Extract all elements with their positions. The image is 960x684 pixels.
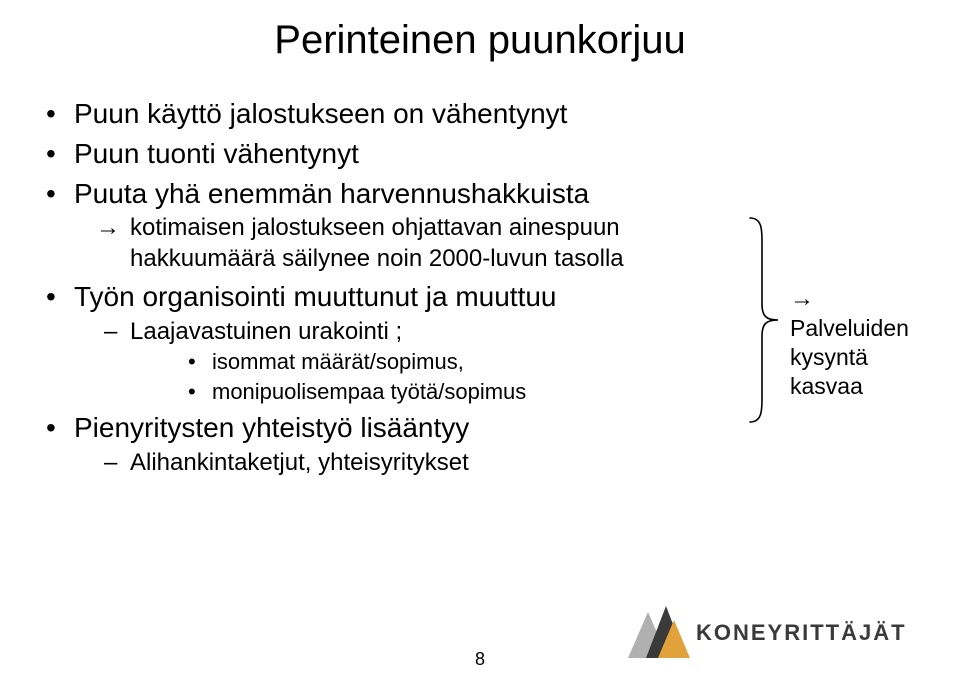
list-item: → kotimaisen jalostukseen ohjattavan ain… — [74, 213, 746, 274]
annotation-line: Palveluiden — [790, 315, 909, 341]
arrow-icon: → — [790, 285, 814, 312]
logo-icon — [628, 602, 690, 658]
list-item: Työn organisointi muuttunut ja muuttuu L… — [46, 279, 746, 406]
list-item: Puun käyttö jalostukseen on vähentynyt — [46, 96, 746, 132]
annotation-text: → Palveluiden kysyntä kasvaa — [790, 284, 909, 400]
bullet-text: Pienyritysten yhteistyö lisääntyy — [74, 412, 469, 443]
bullet-text: Työn organisointi muuttunut ja muuttuu — [74, 281, 557, 312]
bullet-text: Puun tuonti vähentynyt — [74, 138, 359, 169]
list-item: Pienyritysten yhteistyö lisääntyy Alihan… — [46, 410, 746, 479]
list-item: Puuta yhä enemmän harvennushakkuista → k… — [46, 176, 746, 275]
annotation-line: kasvaa — [790, 373, 863, 399]
bullet-text: monipuolisempaa työtä/sopimus — [212, 379, 526, 404]
bullet-text: Puuta yhä enemmän harvennushakkuista — [74, 178, 589, 209]
company-logo: KONEYRITTÄJÄT — [628, 602, 938, 662]
curly-brace-icon — [746, 216, 782, 424]
bullet-text: Puun käyttö jalostukseen on vähentynyt — [74, 98, 567, 129]
list-item: Laajavastuinen urakointi ; isommat määrä… — [74, 317, 746, 406]
logo-text: KONEYRITTÄJÄT — [696, 620, 907, 646]
bullet-text: kotimaisen jalostukseen ohjattavan aines… — [130, 214, 624, 272]
list-item: isommat määrät/sopimus, — [130, 348, 746, 376]
bullet-text: Laajavastuinen urakointi ; — [130, 318, 402, 345]
bullet-content: Puun käyttö jalostukseen on vähentynyt P… — [46, 96, 746, 482]
bullet-text: Alihankintaketjut, yhteisyritykset — [130, 449, 469, 476]
list-item: monipuolisempaa työtä/sopimus — [130, 378, 746, 406]
annotation-line: kysyntä — [790, 344, 868, 370]
page-title: Perinteinen puunkorjuu — [0, 18, 960, 63]
list-item: Alihankintaketjut, yhteisyritykset — [74, 448, 746, 479]
slide: Perinteinen puunkorjuu Puun käyttö jalos… — [0, 0, 960, 684]
list-item: Puun tuonti vähentynyt — [46, 136, 746, 172]
bullet-text: isommat määrät/sopimus, — [212, 349, 464, 374]
arrow-icon: → — [96, 213, 120, 244]
